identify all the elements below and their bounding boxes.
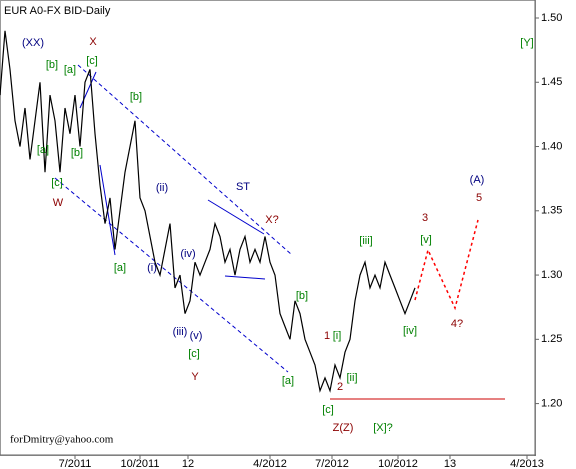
x-tick-label: 12 [182, 458, 194, 469]
y-tick-label: 1.45 [541, 76, 562, 88]
y-tick-label: 1.35 [541, 205, 562, 217]
y-tick-label: 1.25 [541, 333, 562, 345]
y-tick-label: 1.20 [541, 397, 562, 409]
wave-label: (iii) [173, 326, 188, 338]
wave-label: 2 [337, 381, 343, 393]
wave-label: [a] [114, 262, 126, 274]
wave-label: [c] [51, 177, 63, 189]
wave-label: [c] [86, 55, 98, 67]
wave-label: Z(Z) [333, 422, 354, 434]
x-tick-label: 7/2011 [59, 458, 92, 469]
wave-label: [b] [296, 290, 308, 302]
price-line [0, 30, 416, 393]
wave-label: (ii) [156, 182, 168, 194]
channel-lower [54, 177, 289, 373]
wave-label: [b] [46, 59, 58, 71]
y-tick-label: 1.30 [541, 269, 562, 281]
channel-upper [77, 64, 293, 256]
wave-label: [X]? [373, 422, 393, 434]
triangle-upper [207, 199, 265, 235]
triangle-lower [224, 275, 266, 280]
wave-label: [a] [282, 375, 294, 387]
wave-label: [v] [420, 234, 432, 246]
wave-label: Y [191, 371, 199, 383]
wave-label: 3 [422, 212, 428, 224]
wave-label: 5 [476, 192, 482, 204]
wave-label: X [89, 36, 97, 48]
x-tick-label: 7/2012 [315, 458, 349, 469]
wave-label: X? [265, 214, 278, 226]
x-tick-label: 10/2011 [121, 458, 160, 469]
wave-label: [b] [130, 91, 142, 103]
wave-label: forDmitry@yahoo.com [10, 434, 114, 446]
x-tick-label: 4/2012 [253, 458, 287, 469]
wave-label: (A) [470, 174, 485, 186]
chart-title: EUR A0-FX BID-Daily [4, 5, 111, 17]
projection [414, 219, 479, 311]
trend-line [79, 71, 97, 109]
wave-label: (XX) [22, 37, 44, 49]
y-tick-label: 1.40 [541, 140, 562, 152]
wave-label: ST [236, 181, 250, 193]
wave-label: [a] [64, 64, 76, 76]
wave-label: [ii] [347, 372, 358, 384]
wave-label: (i) [147, 262, 157, 274]
y-tick-label: 1.50 [541, 12, 562, 24]
x-tick-label: 13 [444, 458, 456, 469]
wave-label: (v) [190, 330, 203, 342]
wave-label: [iv] [403, 325, 417, 337]
wave-label: [a] [37, 144, 49, 156]
wave-label: [c] [188, 348, 200, 360]
wave-label: W [53, 197, 64, 209]
wave-label: 4? [451, 318, 463, 330]
trend-lines [54, 64, 293, 373]
x-tick-label: 10/2012 [378, 458, 418, 469]
wave-label: [i] [333, 330, 342, 342]
x-tick-label: 4/2013 [510, 458, 544, 469]
wave-label: [Y] [520, 37, 533, 49]
wave-label: (iv) [180, 248, 195, 260]
plot-frame [0, 0, 536, 456]
wave-label: [b] [71, 147, 83, 159]
wave-label: [c] [322, 404, 334, 416]
wave-label: [iii] [359, 235, 372, 247]
wave-label: 1 [324, 330, 330, 342]
